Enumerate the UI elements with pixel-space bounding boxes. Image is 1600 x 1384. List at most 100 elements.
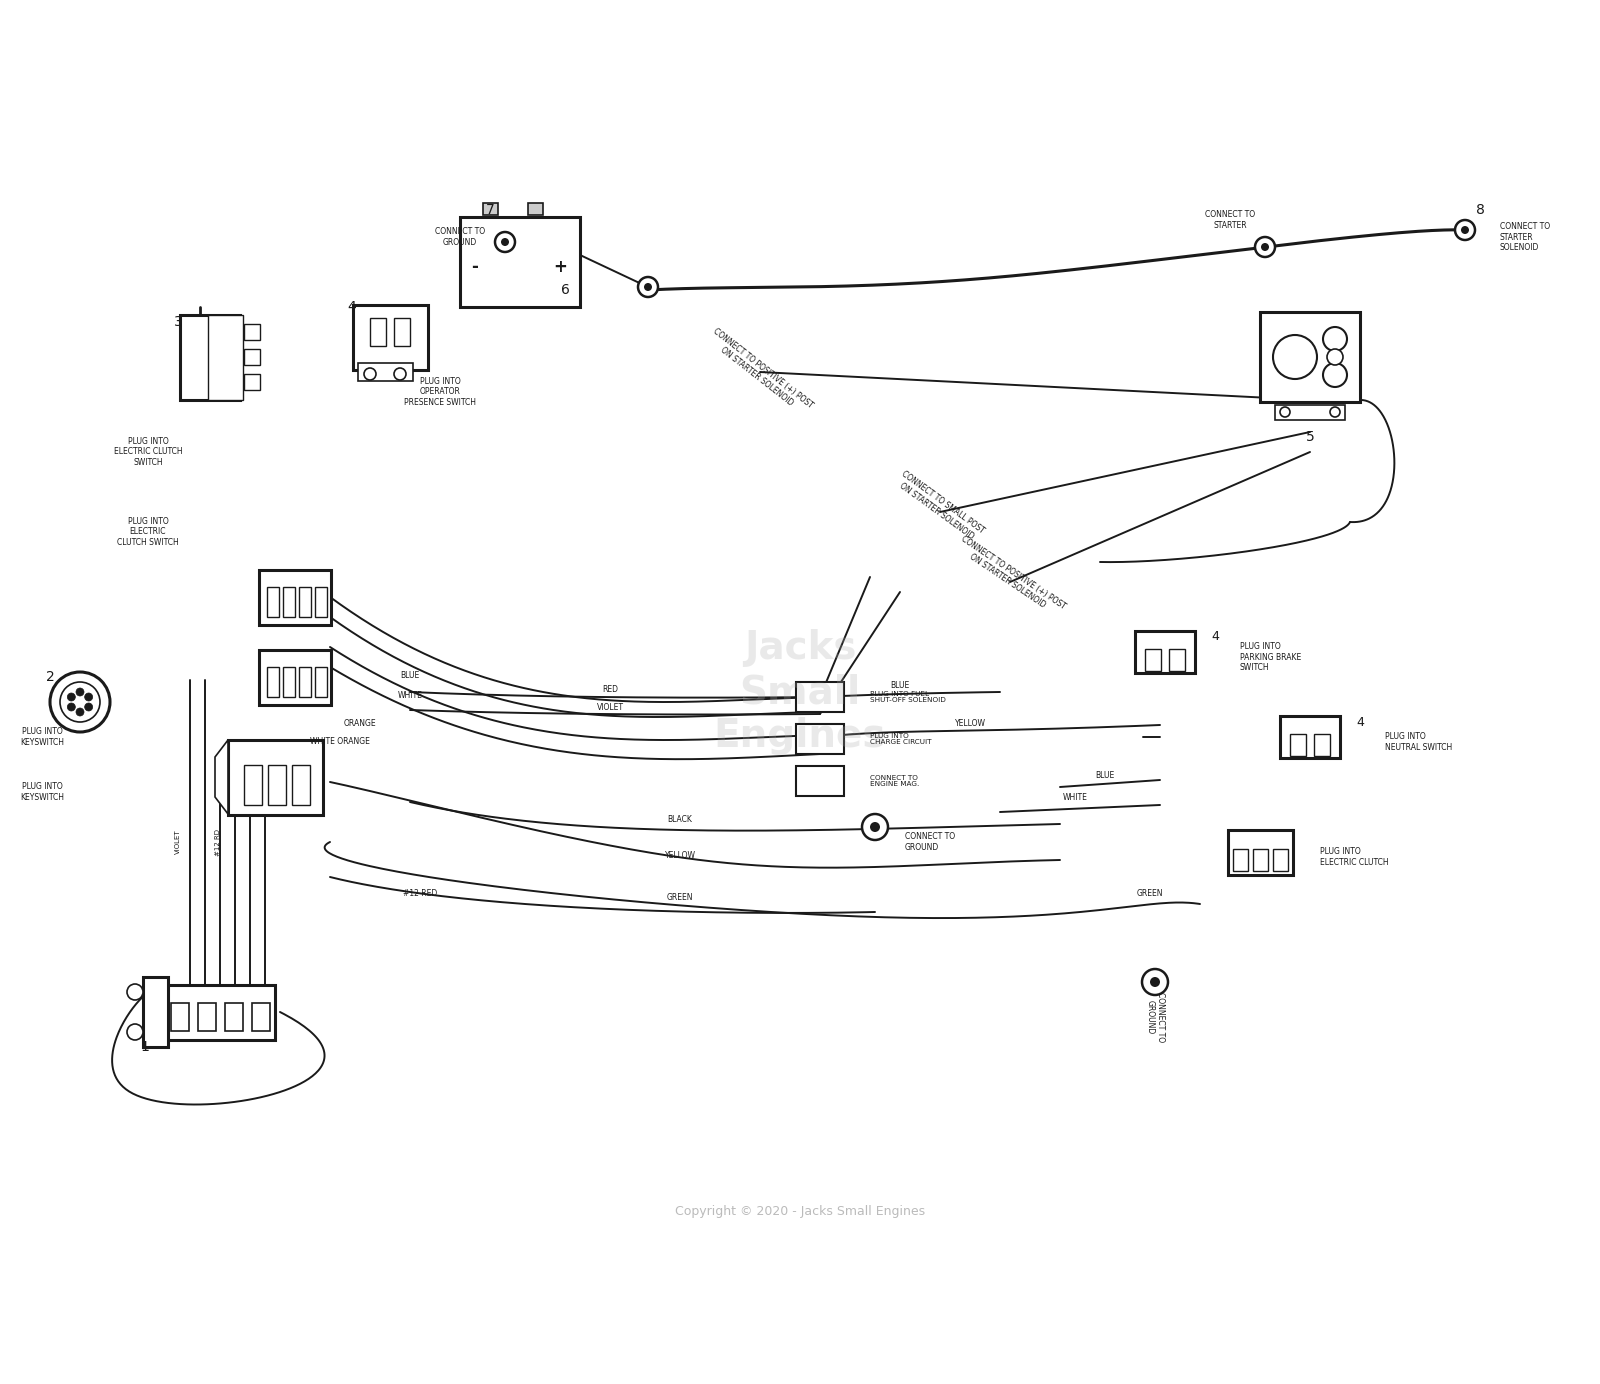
Bar	[315, 587, 326, 617]
Bar	[1253, 848, 1267, 871]
Circle shape	[85, 703, 93, 711]
Text: WHITE: WHITE	[397, 691, 422, 699]
Bar	[146, 984, 275, 1039]
Bar	[259, 569, 331, 624]
Circle shape	[870, 822, 880, 832]
Bar	[198, 1003, 216, 1031]
Text: YELLOW: YELLOW	[664, 851, 696, 859]
Bar	[797, 682, 845, 711]
Bar	[299, 667, 310, 698]
Circle shape	[394, 368, 406, 381]
Circle shape	[1323, 363, 1347, 388]
Bar	[259, 649, 331, 704]
Text: PLUG INTO FUEL
SHUT-OFF SOLENOID: PLUG INTO FUEL SHUT-OFF SOLENOID	[870, 691, 946, 703]
Circle shape	[67, 693, 75, 702]
Bar	[1272, 848, 1288, 871]
Bar	[1232, 848, 1248, 871]
Circle shape	[1330, 407, 1341, 417]
Circle shape	[643, 282, 653, 291]
Bar	[267, 667, 278, 698]
Text: BLUE: BLUE	[400, 670, 419, 680]
Text: CONNECT TO
GROUND: CONNECT TO GROUND	[1146, 992, 1165, 1042]
Text: BLACK: BLACK	[667, 815, 693, 823]
Text: VIOLET: VIOLET	[597, 703, 624, 711]
Circle shape	[85, 693, 93, 702]
Bar	[291, 765, 310, 805]
Circle shape	[365, 368, 376, 381]
Text: PLUG INTO
ELECTRIC CLUTCH
SWITCH: PLUG INTO ELECTRIC CLUTCH SWITCH	[114, 437, 182, 466]
Text: #12 RD: #12 RD	[214, 829, 221, 855]
Bar	[483, 203, 498, 215]
Text: CONNECT TO POSITIVE (+) POST
ON STARTER SOLENOID: CONNECT TO POSITIVE (+) POST ON STARTER …	[954, 534, 1067, 620]
Text: PLUG INTO
PARKING BRAKE
SWITCH: PLUG INTO PARKING BRAKE SWITCH	[1240, 642, 1301, 671]
Text: CONNECT TO
STARTER: CONNECT TO STARTER	[1205, 210, 1254, 230]
Text: ORANGE: ORANGE	[344, 720, 376, 728]
Circle shape	[1461, 226, 1469, 234]
Text: PLUG INTO
ELECTRIC CLUTCH: PLUG INTO ELECTRIC CLUTCH	[1320, 847, 1389, 866]
Bar	[227, 739, 323, 815]
Circle shape	[126, 984, 142, 1001]
Circle shape	[50, 673, 110, 732]
Text: YELLOW: YELLOW	[955, 718, 986, 728]
Bar	[797, 765, 845, 796]
Text: 3: 3	[174, 316, 182, 329]
Bar	[461, 217, 579, 307]
Circle shape	[126, 1024, 142, 1039]
Bar	[283, 587, 294, 617]
Circle shape	[1142, 969, 1168, 995]
Text: CONNECT TO
ENGINE MAG.: CONNECT TO ENGINE MAG.	[870, 775, 920, 787]
Bar	[243, 324, 259, 340]
Bar	[1227, 829, 1293, 875]
Bar	[243, 374, 259, 390]
Circle shape	[77, 709, 83, 716]
Circle shape	[1261, 244, 1269, 251]
Bar	[528, 203, 542, 215]
Bar	[253, 1003, 270, 1031]
Bar	[226, 1003, 243, 1031]
Circle shape	[1326, 349, 1342, 365]
Bar	[357, 363, 413, 381]
Text: CONNECT TO
STARTER
SOLENOID: CONNECT TO STARTER SOLENOID	[1501, 221, 1550, 252]
Text: PLUG INTO
CHARGE CIRCUIT: PLUG INTO CHARGE CIRCUIT	[870, 732, 931, 746]
Bar	[1280, 716, 1341, 758]
Text: PLUG INTO
KEYSWITCH: PLUG INTO KEYSWITCH	[19, 728, 64, 747]
Text: 1: 1	[141, 1039, 149, 1055]
Bar	[370, 318, 386, 346]
Bar	[267, 587, 278, 617]
Text: RED: RED	[602, 685, 618, 693]
Bar	[394, 318, 410, 346]
Text: PLUG INTO
NEUTRAL SWITCH: PLUG INTO NEUTRAL SWITCH	[1386, 732, 1453, 752]
Bar	[1314, 734, 1330, 756]
Text: CONNECT TO
GROUND: CONNECT TO GROUND	[435, 227, 485, 246]
Text: 6: 6	[560, 282, 570, 298]
Circle shape	[1274, 335, 1317, 379]
Bar	[269, 765, 286, 805]
Text: WHITE: WHITE	[1062, 793, 1088, 803]
Text: 8: 8	[1475, 203, 1485, 217]
Text: PLUG INTO
KEYSWITCH: PLUG INTO KEYSWITCH	[19, 782, 64, 801]
Circle shape	[1323, 327, 1347, 352]
Text: +: +	[554, 257, 566, 275]
Bar	[171, 1003, 189, 1031]
Circle shape	[638, 277, 658, 298]
Text: 7: 7	[486, 203, 494, 217]
Bar	[1170, 649, 1186, 671]
Text: GREEN: GREEN	[1136, 890, 1163, 898]
Bar	[243, 765, 262, 805]
Circle shape	[67, 703, 75, 711]
Bar	[142, 977, 168, 1048]
Circle shape	[1454, 220, 1475, 239]
Text: BLUE: BLUE	[1096, 771, 1115, 779]
Text: Jacks
Small
Engines: Jacks Small Engines	[714, 628, 886, 756]
Circle shape	[1254, 237, 1275, 257]
Circle shape	[1150, 977, 1160, 987]
Text: BLUE: BLUE	[890, 681, 910, 689]
Bar	[243, 349, 259, 365]
Text: VIOLET: VIOLET	[174, 829, 181, 854]
Bar	[1261, 311, 1360, 401]
Text: CONNECT TO POSITIVE (+) POST
ON STARTER SOLENOID: CONNECT TO POSITIVE (+) POST ON STARTER …	[706, 327, 814, 418]
Text: 2: 2	[46, 670, 54, 684]
Text: 4: 4	[347, 300, 357, 314]
Circle shape	[77, 688, 83, 696]
Text: -: -	[472, 257, 478, 275]
